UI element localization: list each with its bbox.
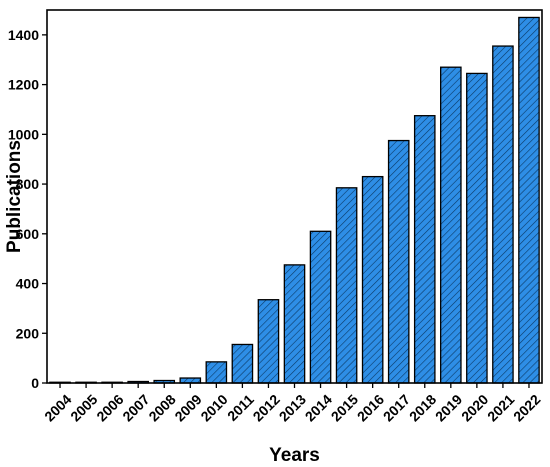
- x-tick-label: 2006: [93, 391, 126, 424]
- y-axis-ticks: 0 200 400 600 800 1000 1200 1400: [8, 27, 47, 391]
- x-tick-label: 2019: [432, 391, 465, 424]
- bar-2013: [283, 264, 306, 384]
- x-tick-label: 2015: [328, 391, 361, 424]
- bar-2019: [440, 66, 462, 384]
- x-axis-ticks: 2004200520062007200820092010201120122013…: [41, 383, 544, 425]
- bar-2012: [257, 299, 280, 384]
- x-tick-label: 2021: [484, 391, 517, 424]
- y-tick-label: 400: [16, 276, 40, 292]
- bar-2016: [361, 175, 384, 384]
- bars-group: [49, 16, 540, 384]
- x-tick-label: 2016: [354, 391, 387, 424]
- x-tick-label: 2020: [458, 391, 491, 424]
- y-tick-label: 1200: [8, 77, 39, 93]
- x-tick-label: 2007: [119, 391, 152, 424]
- x-tick-label: 2014: [302, 391, 335, 424]
- x-tick-label: 2009: [171, 391, 204, 424]
- x-tick-label: 2011: [224, 391, 257, 424]
- bar-2021: [492, 45, 514, 384]
- bar-2014: [309, 230, 332, 384]
- x-tick-label: 2013: [276, 391, 309, 424]
- x-axis-title: Years: [269, 445, 320, 466]
- y-tick-label: 0: [31, 375, 39, 391]
- x-tick-label: 2008: [145, 391, 178, 424]
- y-tick-label: 200: [16, 325, 40, 341]
- x-tick-label: 2022: [510, 391, 543, 424]
- y-tick-label: 600: [16, 226, 40, 242]
- bar-2018: [413, 115, 436, 384]
- x-tick-label: 2010: [197, 391, 230, 424]
- x-tick-label: 2017: [380, 391, 413, 424]
- bar-2022: [518, 16, 540, 384]
- y-tick-label: 1000: [8, 126, 39, 142]
- y-tick-label: 1400: [8, 27, 39, 43]
- x-tick-label: 2004: [41, 391, 74, 424]
- bar-2020: [466, 72, 488, 384]
- bar-2011: [231, 343, 254, 384]
- x-tick-label: 2012: [250, 391, 283, 424]
- x-tick-label: 2018: [406, 391, 439, 424]
- bar-2015: [335, 187, 358, 384]
- y-tick-label: 800: [16, 176, 40, 192]
- y-axis-title: Publications: [4, 140, 25, 253]
- bar-2010: [205, 361, 228, 384]
- bar-2017: [387, 139, 410, 384]
- plot-frame: [46, 9, 543, 384]
- x-tick-label: 2005: [67, 391, 100, 424]
